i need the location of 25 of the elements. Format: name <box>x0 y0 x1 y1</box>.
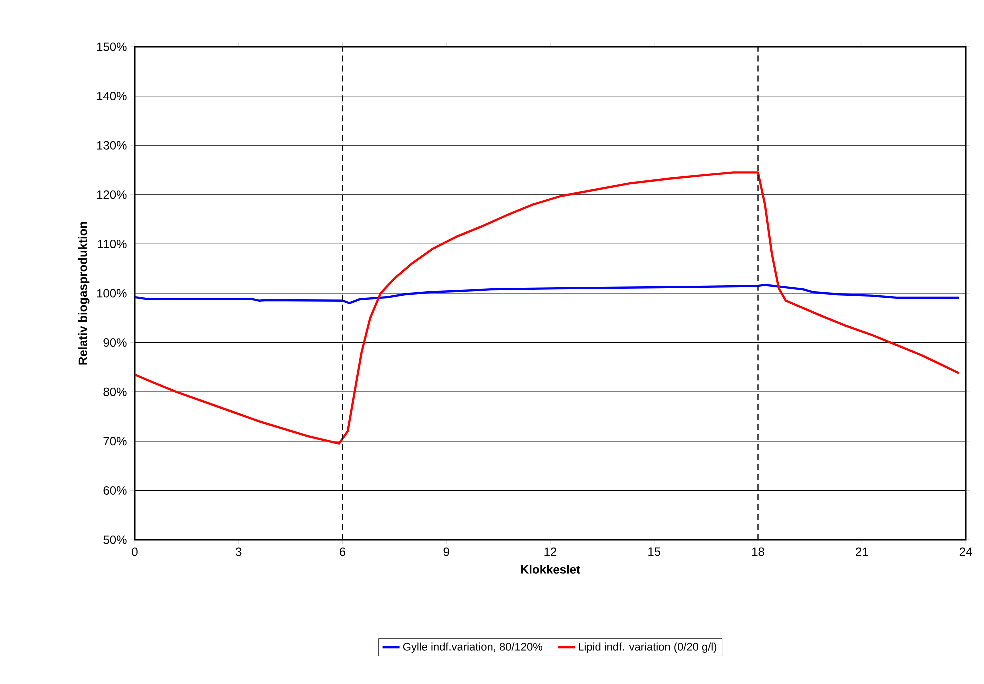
y-tick-label: 100% <box>97 289 127 298</box>
y-tick-label: 110% <box>98 240 127 248</box>
x-tick-label: 18 <box>752 548 764 556</box>
y-tick-label: 70% <box>104 437 127 446</box>
x-tick-label: 24 <box>960 548 972 556</box>
y-tick-label: 60% <box>104 486 127 495</box>
legend-label: Lipid indf. variation (0/20 g/l) <box>579 642 717 654</box>
y-tick-label: 150% <box>97 42 127 52</box>
x-tick-label: 21 <box>856 548 868 556</box>
x-tick-label: 6 <box>340 548 346 556</box>
x-tick-label: 15 <box>648 548 661 556</box>
x-tick-label: 12 <box>544 548 557 556</box>
x-axis-title: Klokkeslet <box>521 565 580 574</box>
x-tick-label: 3 <box>236 548 242 556</box>
legend-label: Gylle indf.variation, 80/120% <box>403 642 543 654</box>
line-series <box>135 284 960 304</box>
y-tick-label: 80% <box>104 388 127 396</box>
y-tick-label: 90% <box>104 338 127 348</box>
x-tick-label: 0 <box>132 548 138 556</box>
y-tick-label: 50% <box>104 536 127 544</box>
x-tick-label: 9 <box>444 548 450 556</box>
y-axis-title: Relativ biogasproduktion <box>78 222 90 365</box>
y-tick-label: 140% <box>97 92 127 101</box>
y-tick-label: 120% <box>97 190 127 200</box>
y-tick-label: 130% <box>97 141 127 150</box>
